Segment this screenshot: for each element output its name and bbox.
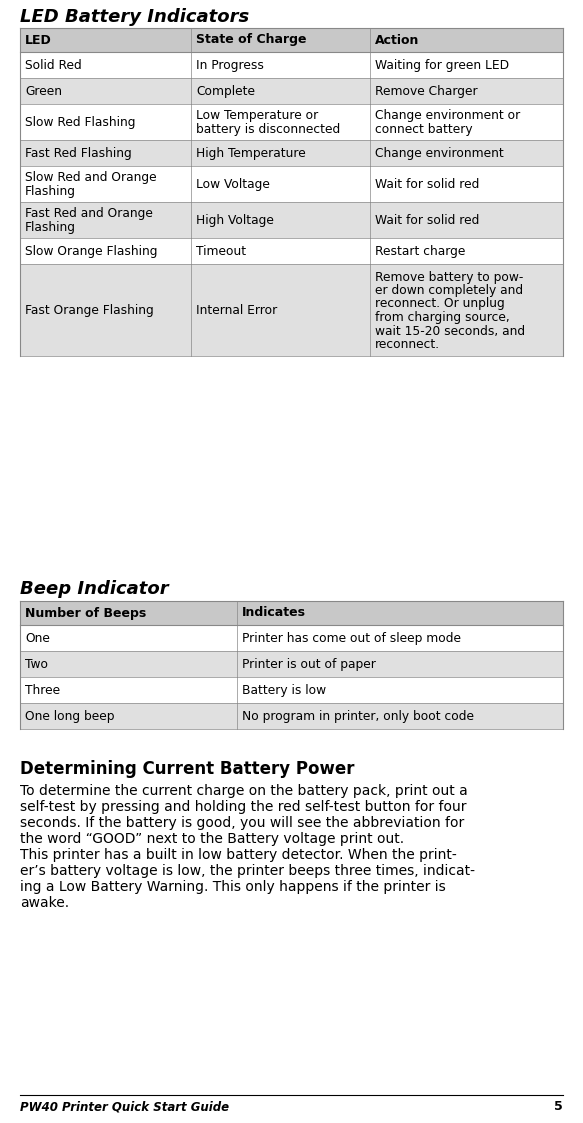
Text: Remove Charger: Remove Charger [375, 85, 478, 98]
Text: Change environment or: Change environment or [375, 110, 521, 122]
Text: Change environment: Change environment [375, 147, 504, 161]
Bar [20, 166, 563, 202]
Bar [20, 238, 563, 264]
Text: seconds. If the battery is good, you will see the abbreviation for: seconds. If the battery is good, you wil… [20, 816, 464, 830]
Text: Battery is low: Battery is low [242, 684, 326, 697]
Bar [20, 626, 563, 651]
Text: awake.: awake. [20, 896, 69, 910]
Text: One long beep: One long beep [25, 710, 114, 723]
Text: One: One [25, 632, 50, 646]
Text: Fast Orange Flashing: Fast Orange Flashing [25, 304, 154, 318]
Bar [20, 703, 563, 729]
Text: Timeout: Timeout [196, 245, 246, 258]
Text: wait 15-20 seconds, and: wait 15-20 seconds, and [375, 325, 525, 338]
Text: Waiting for green LED: Waiting for green LED [375, 60, 510, 72]
Text: Wait for solid red: Wait for solid red [375, 214, 480, 227]
Text: High Voltage: High Voltage [196, 214, 274, 227]
Text: from charging source,: from charging source, [375, 311, 510, 325]
Text: the word “GOOD” next to the Battery voltage print out.: the word “GOOD” next to the Battery volt… [20, 832, 404, 846]
Bar [20, 140, 563, 166]
Text: Complete: Complete [196, 85, 255, 98]
Text: Flashing: Flashing [25, 221, 76, 234]
Text: Green: Green [25, 85, 62, 98]
Bar [20, 601, 563, 626]
Text: High Temperature: High Temperature [196, 147, 306, 161]
Text: Solid Red: Solid Red [25, 60, 82, 72]
Bar [20, 52, 563, 77]
Text: reconnect.: reconnect. [375, 338, 440, 351]
Bar [20, 651, 563, 677]
Text: Printer has come out of sleep mode: Printer has come out of sleep mode [242, 632, 461, 646]
Text: Action: Action [375, 34, 420, 46]
Text: Low Voltage: Low Voltage [196, 179, 270, 191]
Text: er’s battery voltage is low, the printer beeps three times, indicat-: er’s battery voltage is low, the printer… [20, 864, 475, 878]
Text: Fast Red Flashing: Fast Red Flashing [25, 147, 132, 161]
Text: LED: LED [25, 34, 52, 46]
Bar [20, 264, 563, 356]
Text: LED Battery Indicators: LED Battery Indicators [20, 8, 250, 26]
Text: No program in printer, only boot code: No program in printer, only boot code [242, 710, 474, 723]
Text: Wait for solid red: Wait for solid red [375, 179, 480, 191]
Text: Determining Current Battery Power: Determining Current Battery Power [20, 760, 354, 778]
Text: Fast Red and Orange: Fast Red and Orange [25, 208, 153, 220]
Text: Indicates: Indicates [242, 606, 306, 620]
Bar [20, 104, 563, 140]
Bar [20, 28, 563, 52]
Bar [20, 202, 563, 238]
Text: State of Charge: State of Charge [196, 34, 307, 46]
Text: This printer has a built in low battery detector. When the print-: This printer has a built in low battery … [20, 848, 456, 862]
Text: er down completely and: er down completely and [375, 284, 524, 296]
Text: Number of Beeps: Number of Beeps [25, 606, 146, 620]
Text: Two: Two [25, 658, 48, 672]
Bar [20, 677, 563, 703]
Text: connect battery: connect battery [375, 124, 473, 136]
Text: Remove battery to pow-: Remove battery to pow- [375, 271, 524, 283]
Bar [20, 77, 563, 104]
Text: Beep Indicator: Beep Indicator [20, 579, 168, 599]
Text: Slow Orange Flashing: Slow Orange Flashing [25, 245, 157, 258]
Text: Restart charge: Restart charge [375, 245, 466, 258]
Text: PW40 Printer Quick Start Guide: PW40 Printer Quick Start Guide [20, 1101, 229, 1113]
Text: reconnect. Or unplug: reconnect. Or unplug [375, 298, 505, 310]
Text: Printer is out of paper: Printer is out of paper [242, 658, 376, 672]
Text: To determine the current charge on the battery pack, print out a: To determine the current charge on the b… [20, 784, 468, 798]
Text: self-test by pressing and holding the red self-test button for four: self-test by pressing and holding the re… [20, 800, 466, 814]
Text: battery is disconnected: battery is disconnected [196, 124, 340, 136]
Text: Flashing: Flashing [25, 185, 76, 198]
Text: Slow Red and Orange: Slow Red and Orange [25, 172, 157, 184]
Text: 5: 5 [554, 1101, 563, 1113]
Text: Slow Red Flashing: Slow Red Flashing [25, 117, 135, 129]
Text: ing a Low Battery Warning. This only happens if the printer is: ing a Low Battery Warning. This only hap… [20, 880, 446, 894]
Text: Internal Error: Internal Error [196, 304, 278, 318]
Text: Three: Three [25, 684, 60, 697]
Text: In Progress: In Progress [196, 60, 264, 72]
Text: Low Temperature or: Low Temperature or [196, 110, 318, 122]
